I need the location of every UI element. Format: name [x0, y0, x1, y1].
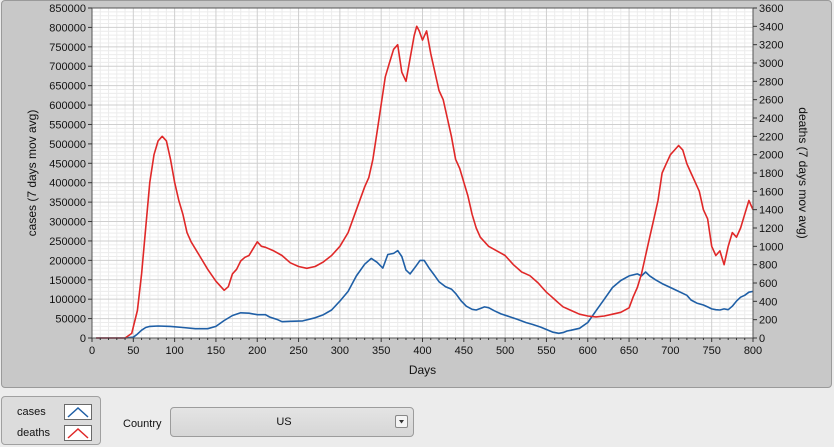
y-left-tick-label: 200000 [49, 255, 86, 267]
x-tick-label: 550 [537, 345, 555, 357]
y-right-tick-label: 1600 [759, 186, 783, 198]
grid-major [91, 7, 754, 339]
y-left-tick-label: 150000 [49, 275, 86, 287]
y-left-tick-label: 400000 [49, 178, 86, 190]
y-left-tick-label: 800000 [49, 22, 86, 34]
y-right-tick-label: 2800 [759, 76, 783, 88]
x-tick-label: 750 [703, 345, 721, 357]
y-left-tick-label: 450000 [49, 158, 86, 170]
y-right-tick-label: 0 [759, 333, 765, 345]
x-tick-label: 700 [661, 345, 679, 357]
x-tick-label: 800 [744, 345, 762, 357]
y-right-tick-label: 800 [759, 260, 777, 272]
y-right-tick-label: 200 [759, 315, 777, 327]
y-left-tick-label: 550000 [49, 119, 86, 131]
x-tick-label: 600 [579, 345, 597, 357]
legend-label-cases: cases [17, 406, 46, 418]
series-line-cases [96, 249, 754, 339]
country-select[interactable]: US [170, 407, 414, 437]
y-right-tick-label: 2000 [759, 150, 783, 162]
y-right-tick-label: 3200 [759, 40, 783, 52]
country-label: Country [123, 418, 162, 430]
y-left-tick-label: 600000 [49, 100, 86, 112]
y-right-tick-label: 3000 [759, 58, 783, 70]
x-tick-label: 200 [248, 345, 266, 357]
legend-label-deaths: deaths [17, 427, 51, 439]
y-left-tick-label: 700000 [49, 61, 86, 73]
x-tick-label: 300 [331, 345, 349, 357]
country-select-value: US [276, 416, 292, 428]
y-axis-right-label: deaths (7 days mov avg) [796, 107, 810, 238]
y-left-tick-label: 100000 [49, 294, 86, 306]
legend-swatch-deaths [67, 427, 89, 439]
ticks-layer: 0 50 100 150 200 250 300 350 400 450 500 550 600 650 7… [49, 3, 783, 357]
y-left-tick-label: 650000 [49, 81, 86, 93]
chart: 0 50 100 150 200 250 300 350 400 450 500 550 600 650 7… [25, 3, 810, 377]
x-tick-label: 650 [620, 345, 638, 357]
y-right-tick-label: 2600 [759, 95, 783, 107]
series-line-deaths [96, 25, 754, 339]
y-right-tick-label: 600 [759, 278, 777, 290]
y-left-tick-label: 50000 [55, 314, 86, 326]
y-right-tick-label: 2200 [759, 131, 783, 143]
x-axis-label: Days [409, 363, 436, 377]
x-tick-label: 100 [165, 345, 183, 357]
line-sample-icon [64, 425, 92, 441]
x-tick-label: 50 [127, 345, 139, 357]
y-left-tick-label: 300000 [49, 217, 86, 229]
y-right-tick-label: 1000 [759, 241, 783, 253]
line-sample-icon [64, 404, 92, 420]
y-axis-left-label: cases (7 days mov avg) [25, 110, 39, 237]
x-tick-label: 0 [89, 345, 95, 357]
legend-item-deaths: deaths [2, 422, 100, 444]
y-left-tick-label: 500000 [49, 139, 86, 151]
y-left-tick-label: 850000 [49, 3, 86, 15]
x-tick-label: 400 [413, 345, 431, 357]
y-right-tick-label: 3400 [759, 21, 783, 33]
legend: cases deaths [1, 396, 101, 445]
y-right-tick-label: 1200 [759, 223, 783, 235]
y-right-tick-label: 1800 [759, 168, 783, 180]
y-right-tick-label: 400 [759, 296, 777, 308]
series-layer [96, 25, 754, 339]
x-tick-label: 350 [372, 345, 390, 357]
chevron-down-icon[interactable] [395, 415, 408, 428]
y-left-tick-label: 250000 [49, 236, 86, 248]
x-tick-label: 150 [207, 345, 225, 357]
y-left-tick-label: 0 [80, 333, 86, 345]
x-tick-label: 450 [455, 345, 473, 357]
y-right-tick-label: 2400 [759, 113, 783, 125]
y-right-tick-label: 1400 [759, 205, 783, 217]
legend-swatch-cases [67, 406, 89, 418]
y-right-tick-label: 3600 [759, 3, 783, 15]
y-left-tick-label: 750000 [49, 42, 86, 54]
x-tick-label: 250 [289, 345, 307, 357]
y-left-tick-label: 350000 [49, 197, 86, 209]
legend-item-cases: cases [2, 401, 100, 423]
x-tick-label: 500 [496, 345, 514, 357]
